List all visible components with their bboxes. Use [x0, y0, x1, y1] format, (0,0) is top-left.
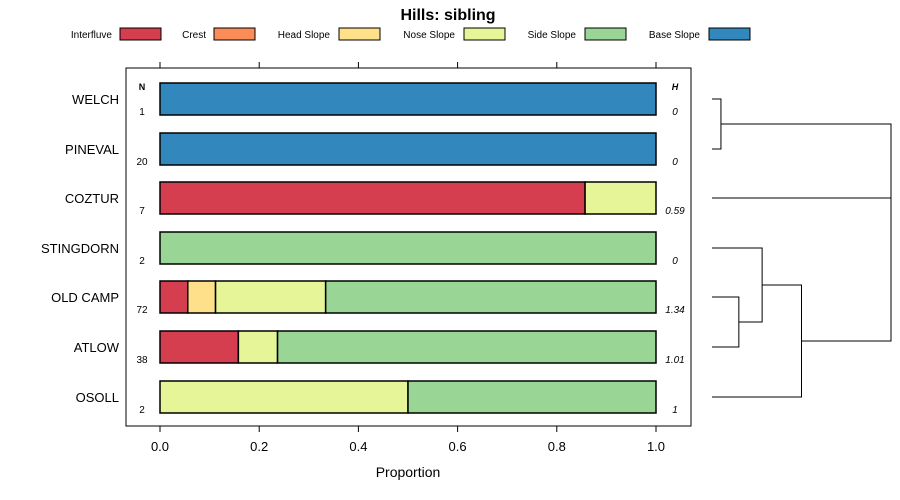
bar-segment-old-camp-head-slope [187, 280, 217, 314]
n-label-old-camp: 72 [136, 305, 148, 316]
legend-label-interfluve: Interfluve [71, 30, 113, 41]
x-tick-label-5: 1.0 [647, 439, 665, 454]
dendrogram [712, 98, 892, 398]
n-label-welch: 1 [139, 107, 145, 118]
x-tick-label-0: 0.0 [151, 439, 169, 454]
x-tick-label-1: 0.2 [250, 439, 268, 454]
x-tick-label-2: 0.4 [349, 439, 367, 454]
row-label-old-camp: OLD CAMP [51, 290, 119, 305]
h-label-osoll: 1 [672, 405, 678, 416]
x-axis-label: Proportion [376, 464, 441, 480]
bar-segment-coztur-nose-slope [584, 181, 657, 215]
x-tick-label-4: 0.8 [548, 439, 566, 454]
h-label-old-camp: 1.34 [665, 305, 685, 316]
plot-panel [125, 67, 692, 427]
row-old-camp: OLD CAMP 72 1.34 [51, 280, 685, 316]
dendrogram-link-3 [712, 284, 802, 398]
dendrogram-link-1 [712, 296, 740, 348]
h-label-pineval: 0 [672, 157, 678, 168]
bar-segment-atlow-nose-slope [237, 330, 279, 364]
n-label-coztur: 7 [139, 206, 145, 217]
legend-label-crest: Crest [182, 30, 206, 41]
bar-segment-welch-base-slope [159, 82, 657, 116]
n-label-osoll: 2 [139, 405, 145, 416]
row-osoll: OSOLL 2 1 [76, 380, 678, 416]
bar-segment-stingdorn-side-slope [159, 231, 657, 265]
chart-title: Hills: sibling [400, 7, 495, 24]
legend-label-base-slope: Base Slope [649, 30, 701, 41]
legend-swatch-side-slope [584, 27, 627, 41]
x-axis: 0.0 0.2 0.4 0.6 0.8 1.0 [151, 426, 665, 454]
bar-segment-atlow-side-slope [276, 330, 657, 364]
row-atlow: ATLOW 38 1.01 [74, 330, 685, 366]
row-pineval: PINEVAL 20 0 [65, 132, 678, 168]
legend: Interfluve Crest Head Slope Nose Slope Side … [71, 27, 751, 41]
row-label-atlow: ATLOW [74, 340, 120, 355]
bar-segment-atlow-interfluve [159, 330, 240, 364]
dendrogram-link-4 [712, 123, 892, 199]
legend-swatch-nose-slope [463, 27, 506, 41]
dendrogram-link-2 [712, 247, 763, 323]
legend-label-head-slope: Head Slope [278, 30, 331, 41]
h-label-welch: 0 [672, 107, 678, 118]
left-header-n: N [139, 82, 146, 92]
row-label-coztur: COZTUR [65, 191, 119, 206]
legend-label-nose-slope: Nose Slope [403, 30, 455, 41]
row-stingdorn: STINGDORN 2 0 [41, 231, 678, 267]
top-axis-ticks [159, 62, 657, 68]
n-label-pineval: 20 [136, 157, 148, 168]
bar-segment-coztur-interfluve [159, 181, 586, 215]
row-welch: WELCH 1 0 [72, 82, 678, 118]
legend-label-side-slope: Side Slope [528, 30, 577, 41]
bar-segment-old-camp-side-slope [324, 280, 657, 314]
bar-segment-old-camp-nose-slope [214, 280, 327, 314]
h-label-atlow: 1.01 [665, 355, 684, 366]
n-label-atlow: 38 [136, 355, 148, 366]
legend-swatch-base-slope [708, 27, 751, 41]
row-label-welch: WELCH [72, 92, 119, 107]
row-label-osoll: OSOLL [76, 390, 119, 405]
dendrogram-link-5 [801, 161, 892, 342]
h-label-stingdorn: 0 [672, 256, 678, 267]
legend-swatch-crest [213, 27, 256, 41]
bar-segment-osoll-nose-slope [159, 380, 409, 414]
right-header-h: H [672, 82, 679, 92]
dendrogram-link-0 [712, 98, 722, 150]
n-label-stingdorn: 2 [139, 256, 145, 267]
bar-segment-osoll-side-slope [407, 380, 657, 414]
legend-swatch-head-slope [338, 27, 381, 41]
row-label-pineval: PINEVAL [65, 142, 119, 157]
bar-segment-pineval-base-slope [159, 132, 657, 166]
x-tick-label-3: 0.6 [449, 439, 467, 454]
row-coztur: COZTUR 7 0.59 [65, 181, 685, 217]
bar-segment-old-camp-interfluve [159, 280, 189, 314]
h-label-coztur: 0.59 [665, 206, 685, 217]
legend-swatch-interfluve [119, 27, 162, 41]
row-label-stingdorn: STINGDORN [41, 241, 119, 256]
